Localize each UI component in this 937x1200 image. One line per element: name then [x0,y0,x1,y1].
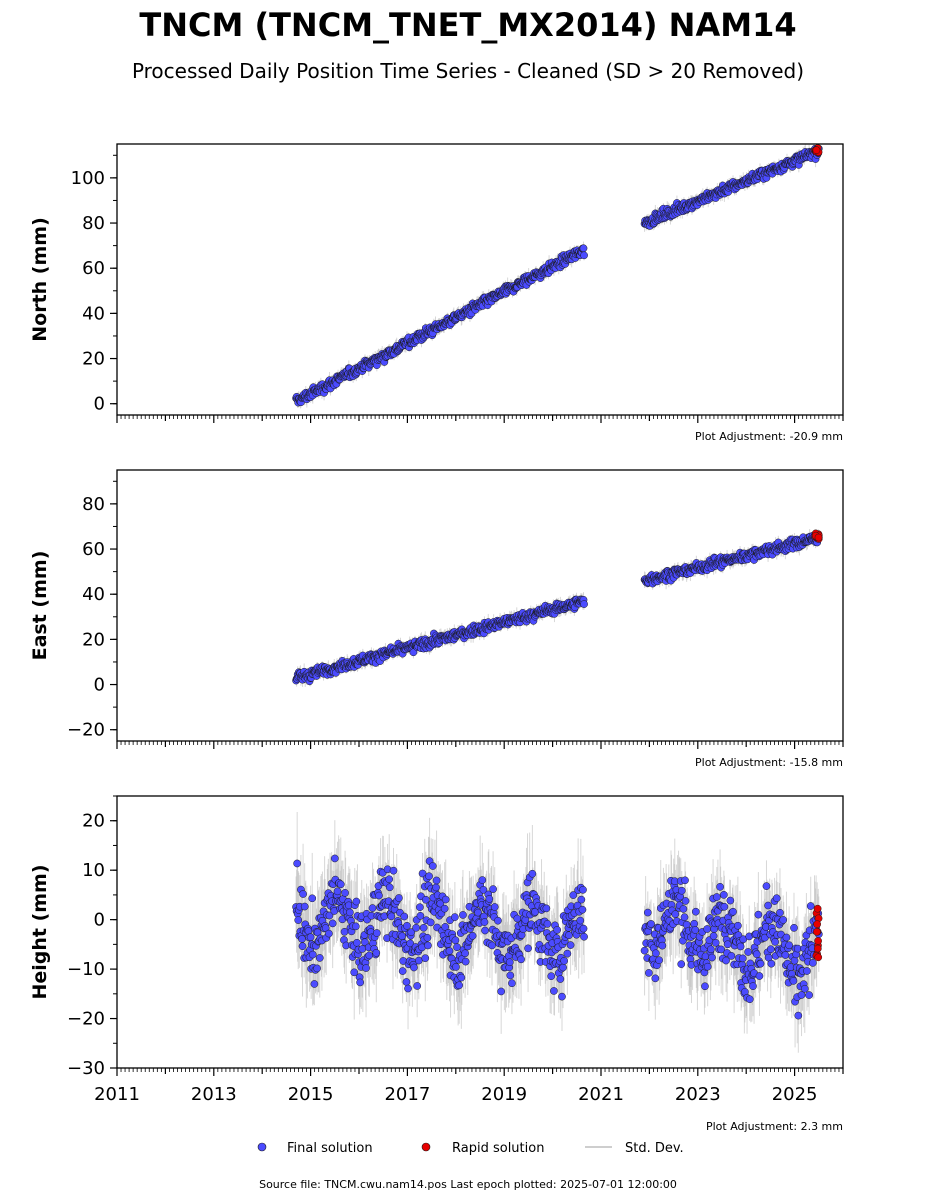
data-points [292,529,823,687]
final-point [330,854,339,863]
final-point [293,859,302,868]
panel-north: 0 20 40 60 80 100 North (mm) Plot Adjustment: -… [29,143,844,443]
final-point [353,938,361,947]
final-point [421,895,430,904]
final-point [308,950,317,959]
final-point [416,903,424,912]
y-tick-label: −20 [67,720,105,741]
final-point [387,912,396,921]
final-point [414,956,423,965]
final-point [325,929,333,938]
final-point [336,880,345,889]
final-point [325,911,334,920]
y-tick-label: 20 [82,349,105,370]
y-tick-label: 40 [82,303,105,324]
final-point [402,978,411,986]
final-point [385,883,394,892]
chart-subtitle: Processed Daily Position Time Series - C… [132,59,804,83]
y-tick-label: 80 [82,213,105,234]
final-point [351,922,360,931]
final-point [372,929,381,937]
final-point [412,923,420,932]
final-point [333,887,342,896]
final-point [294,916,303,924]
final-point [362,964,370,972]
panel-frame [116,469,844,742]
final-point [350,968,359,977]
final-point [308,894,317,903]
y-tick-label: 100 [71,168,105,189]
final-point [365,951,374,960]
y-tick-label: 0 [94,394,105,415]
final-point [419,923,428,932]
y-tick-label: 60 [82,258,105,279]
data-points [292,812,823,1053]
final-point [298,942,307,951]
panels: 0 20 40 60 80 100 North (mm) Plot Adjustment: -… [29,143,844,1133]
final-point [372,949,381,957]
final-point [418,869,427,878]
final-point [358,945,367,953]
final-point [416,911,425,920]
y-tick-label: 60 [82,539,105,560]
final-point [361,938,369,947]
rapid-point [814,533,823,542]
final-point [298,935,306,943]
final-point [356,978,364,987]
final-point [579,244,588,253]
final-point [413,982,422,990]
final-point [300,902,309,911]
final-point [407,928,416,937]
final-point [313,964,321,973]
rapid-point [812,146,821,155]
final-point [346,908,354,917]
rapid-points [811,529,823,543]
final-point [328,919,337,928]
final-point [400,912,409,921]
final-point [315,954,324,962]
final-point [580,600,588,608]
final-point [385,875,394,884]
chart-title: TNCM (TNCM_TNET_MX2014) NAM14 [139,6,796,44]
final-point [306,933,315,942]
y-axis-label: East (mm) [29,551,51,661]
final-point [403,921,411,930]
final-point [410,963,418,972]
final-point [389,866,398,875]
final-point [395,894,403,902]
final-point [580,251,588,260]
panel-east: −20 0 20 40 60 80 East (mm) Plot Adjustment: -1… [29,469,844,769]
final-point [404,984,412,993]
final-points [292,531,823,686]
rapid-points [811,144,823,157]
final-point [352,897,361,906]
y-tick-label: 40 [82,584,105,605]
final-points [292,144,823,407]
y-tick-label: 0 [94,675,105,696]
plot-adjustment: Plot Adjustment: -20.9 mm [695,430,843,443]
final-point [398,932,406,941]
y-tick-label: 20 [82,629,105,650]
final-point [341,889,349,897]
y-tick-label: 80 [82,494,105,515]
y-axis-label: North (mm) [29,217,51,342]
final-points [292,854,823,1020]
final-point [310,980,319,988]
final-point [421,954,430,963]
final-point [398,967,407,975]
final-point [368,904,377,912]
final-point [375,891,383,900]
plot-adjustment: Plot Adjustment: -15.8 mm [695,756,843,769]
data-points [292,144,823,409]
final-point [299,890,307,898]
